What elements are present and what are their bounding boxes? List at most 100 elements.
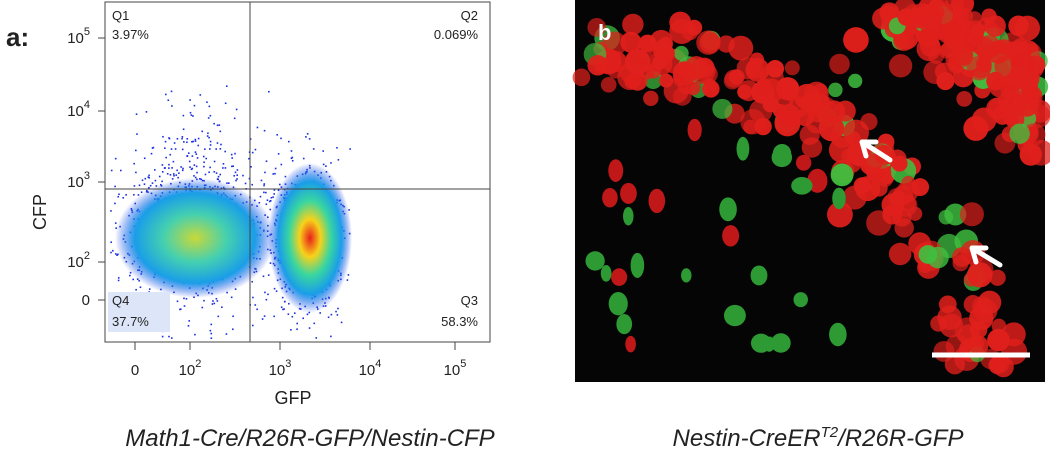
event	[270, 196, 273, 199]
event	[302, 317, 304, 320]
event	[250, 165, 252, 168]
cell	[828, 82, 843, 98]
event	[177, 176, 179, 179]
event	[185, 298, 188, 300]
tick-exp: 3	[285, 358, 291, 370]
event	[224, 167, 227, 169]
event	[171, 105, 173, 107]
cell	[991, 318, 1007, 334]
event	[281, 296, 284, 299]
cell	[723, 304, 746, 327]
event	[192, 140, 195, 143]
event	[150, 152, 153, 155]
cell	[702, 80, 720, 98]
event	[148, 174, 150, 177]
event	[183, 141, 185, 143]
event	[290, 150, 293, 152]
event	[164, 147, 166, 150]
event	[210, 337, 213, 339]
event	[260, 179, 263, 182]
event	[319, 312, 321, 314]
event	[284, 175, 287, 178]
event	[231, 165, 233, 168]
event	[263, 129, 266, 132]
arrow	[859, 139, 893, 163]
event	[251, 151, 254, 154]
event	[217, 315, 220, 318]
cell	[793, 292, 808, 308]
event	[180, 166, 182, 168]
density-right	[268, 163, 352, 313]
cell	[608, 292, 628, 316]
event	[164, 140, 167, 143]
event	[135, 149, 137, 152]
cell	[945, 21, 962, 37]
event	[335, 310, 337, 313]
quadrant-percent: 58.3%	[441, 314, 478, 329]
tick-base: 10	[269, 362, 286, 379]
cell	[827, 201, 853, 228]
tick-label: 0	[131, 362, 139, 379]
event	[196, 157, 199, 159]
event	[296, 328, 298, 331]
event	[161, 335, 164, 338]
cell	[801, 91, 823, 114]
cell	[860, 113, 878, 131]
event	[282, 308, 284, 311]
event	[315, 337, 318, 339]
cell	[750, 265, 768, 286]
event	[170, 337, 173, 339]
event	[305, 136, 307, 138]
event	[122, 197, 125, 199]
event	[272, 173, 275, 175]
event	[165, 156, 167, 159]
caption: Nestin-CreERT2/R26R-GFP	[673, 424, 964, 450]
event	[197, 137, 200, 140]
event	[175, 174, 178, 176]
event	[330, 162, 332, 164]
cell	[801, 137, 823, 158]
cell	[853, 177, 871, 195]
cell	[622, 13, 644, 36]
event	[151, 182, 154, 184]
event	[195, 165, 198, 168]
event	[118, 193, 120, 196]
cell	[572, 68, 591, 87]
cell	[937, 305, 962, 331]
event	[221, 306, 223, 309]
event	[248, 177, 251, 180]
tick-label: 103	[67, 170, 90, 191]
event	[194, 333, 196, 336]
event	[205, 157, 208, 160]
event	[171, 167, 173, 169]
event	[215, 148, 217, 150]
cell	[963, 115, 989, 141]
tick-base: 0	[131, 362, 139, 379]
event	[306, 133, 309, 135]
event	[168, 167, 170, 169]
event	[209, 144, 212, 146]
cell	[936, 72, 955, 91]
cell	[927, 246, 949, 269]
event	[206, 101, 208, 104]
event	[208, 136, 210, 139]
event	[133, 193, 135, 196]
event	[183, 297, 185, 300]
cell	[763, 336, 775, 352]
event	[291, 315, 294, 318]
tick-exp: 3	[84, 170, 90, 182]
event	[261, 318, 264, 320]
x-axis-title: GFP	[274, 388, 311, 408]
tick-label: 102	[67, 250, 90, 271]
event	[228, 182, 230, 185]
event	[233, 117, 236, 120]
cell	[956, 91, 973, 107]
event	[302, 157, 305, 160]
cell	[723, 72, 742, 90]
event	[235, 179, 237, 182]
event	[195, 153, 198, 155]
event	[132, 278, 134, 281]
event	[158, 175, 161, 178]
event	[191, 140, 193, 143]
event	[280, 163, 283, 166]
